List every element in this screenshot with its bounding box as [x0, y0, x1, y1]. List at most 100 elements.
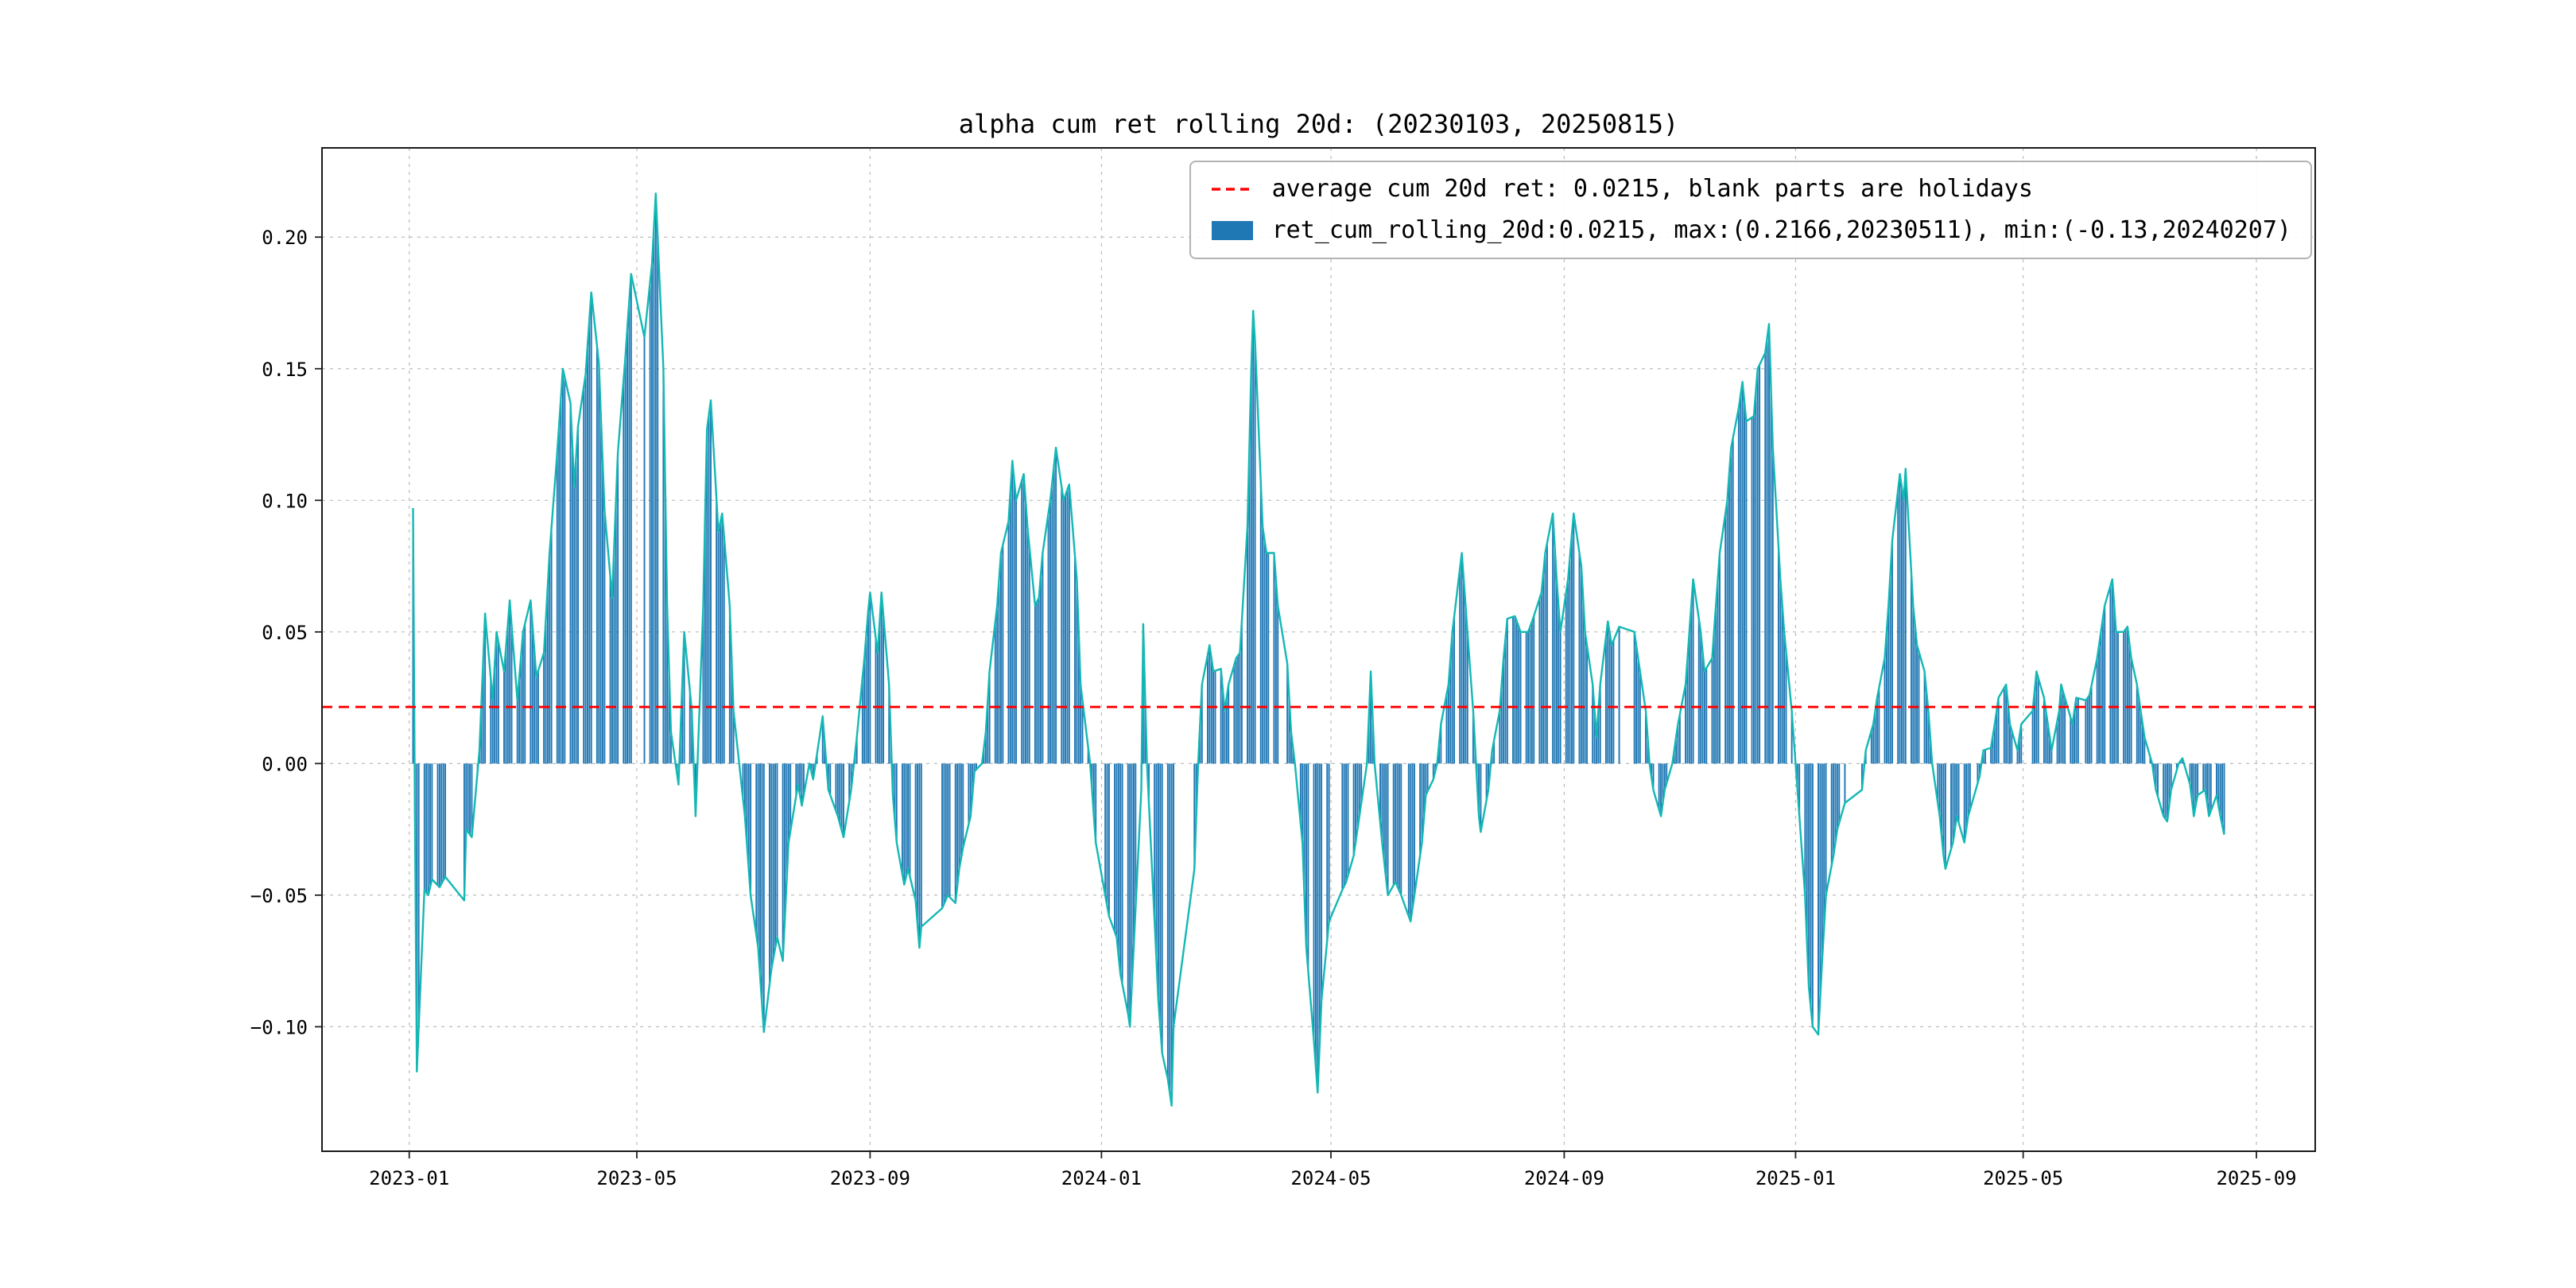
bar: [1472, 711, 1474, 764]
bar: [2126, 627, 2128, 764]
bar: [1540, 592, 1542, 764]
bar: [2217, 763, 2220, 806]
bar: [1108, 763, 1110, 917]
bar: [2062, 691, 2064, 764]
chart-title: alpha cum ret rolling 20d: (20230103, 20…: [958, 109, 1679, 139]
x-tick-label: 2025-09: [2216, 1167, 2296, 1189]
bar: [1744, 402, 1745, 764]
bar: [467, 763, 469, 832]
bar: [1701, 651, 1704, 764]
bar: [522, 631, 524, 764]
bar: [1834, 763, 1837, 843]
bar: [1169, 763, 1171, 1093]
y-tick-label: −0.10: [250, 1016, 308, 1038]
bar: [1737, 408, 1740, 764]
bar: [759, 763, 761, 976]
bar: [1326, 763, 1329, 941]
bar: [436, 763, 439, 886]
bar: [1410, 763, 1412, 921]
bar: [861, 677, 863, 764]
bar: [1666, 763, 1668, 784]
bar: [869, 592, 871, 764]
bar: [1771, 448, 1774, 764]
bar: [827, 763, 829, 790]
bar: [1916, 645, 1918, 764]
bar: [2223, 763, 2225, 835]
bar: [2113, 605, 2116, 764]
bar: [471, 763, 473, 838]
bar: [1745, 421, 1748, 764]
bar: [1997, 697, 2000, 764]
bar: [2064, 697, 2066, 764]
legend-entry-series: ret_cum_rolling_20d:0.0215, max:(0.2166,…: [1210, 215, 2291, 246]
bar: [1565, 592, 1567, 764]
bar: [1201, 685, 1203, 764]
bar: [918, 763, 921, 949]
bar: [2090, 685, 2093, 764]
bar: [1259, 480, 1262, 764]
bar: [917, 763, 918, 925]
bar: [1580, 566, 1582, 764]
y-tick-label: 0.20: [262, 227, 308, 249]
bar: [423, 763, 425, 890]
bar: [1263, 539, 1266, 764]
bar: [2170, 763, 2172, 790]
bar: [664, 487, 666, 764]
bar: [1527, 631, 1530, 764]
x-tick-label: 2024-09: [1524, 1167, 1604, 1189]
bar: [1555, 579, 1558, 764]
bar: [1790, 711, 1793, 764]
bar: [1463, 579, 1465, 764]
bar: [2101, 619, 2104, 764]
bar: [876, 653, 879, 764]
bar: [2086, 697, 2089, 764]
bar: [550, 528, 553, 764]
bar: [1887, 605, 1890, 764]
bar: [2155, 763, 2157, 790]
bar: [905, 763, 907, 877]
bar: [2208, 763, 2210, 817]
bar: [863, 658, 866, 764]
bar: [1047, 513, 1049, 764]
bar: [2018, 737, 2020, 764]
bar: [1515, 621, 1518, 764]
bar: [1303, 763, 1305, 895]
bar: [1114, 763, 1116, 933]
bar: [613, 549, 615, 764]
bar: [1225, 697, 1228, 764]
bar: [941, 763, 943, 909]
bar: [1941, 763, 1943, 836]
x-tick-label: 2023-05: [596, 1167, 677, 1189]
bar: [505, 647, 507, 764]
bar: [584, 374, 587, 764]
bar: [531, 626, 533, 764]
bar: [2128, 642, 2131, 764]
bar: [1360, 763, 1363, 804]
bar: [1705, 668, 1708, 764]
bar: [1161, 763, 1163, 1053]
y-tick-label: 0.15: [262, 359, 308, 381]
bar: [1121, 763, 1123, 984]
bar: [1756, 368, 1759, 764]
bar: [894, 763, 896, 819]
bar: [998, 579, 1000, 764]
x-tick-label: 2025-01: [1755, 1167, 1836, 1189]
bar: [689, 691, 691, 764]
bar: [1570, 535, 1573, 764]
bar: [2138, 697, 2140, 764]
bar: [1819, 763, 1821, 998]
y-tick-label: 0.10: [262, 490, 308, 512]
bar: [1781, 605, 1783, 764]
bar: [1658, 763, 1660, 810]
bar: [1825, 763, 1827, 895]
bar: [1690, 605, 1693, 764]
bar: [1076, 579, 1078, 764]
bar: [2058, 711, 2060, 764]
bar: [654, 193, 657, 764]
bar: [880, 592, 883, 764]
bar: [1891, 539, 1894, 764]
bar: [1811, 763, 1814, 1027]
bar: [1199, 724, 1201, 764]
bar: [2157, 763, 2159, 797]
bar: [1552, 513, 1554, 764]
